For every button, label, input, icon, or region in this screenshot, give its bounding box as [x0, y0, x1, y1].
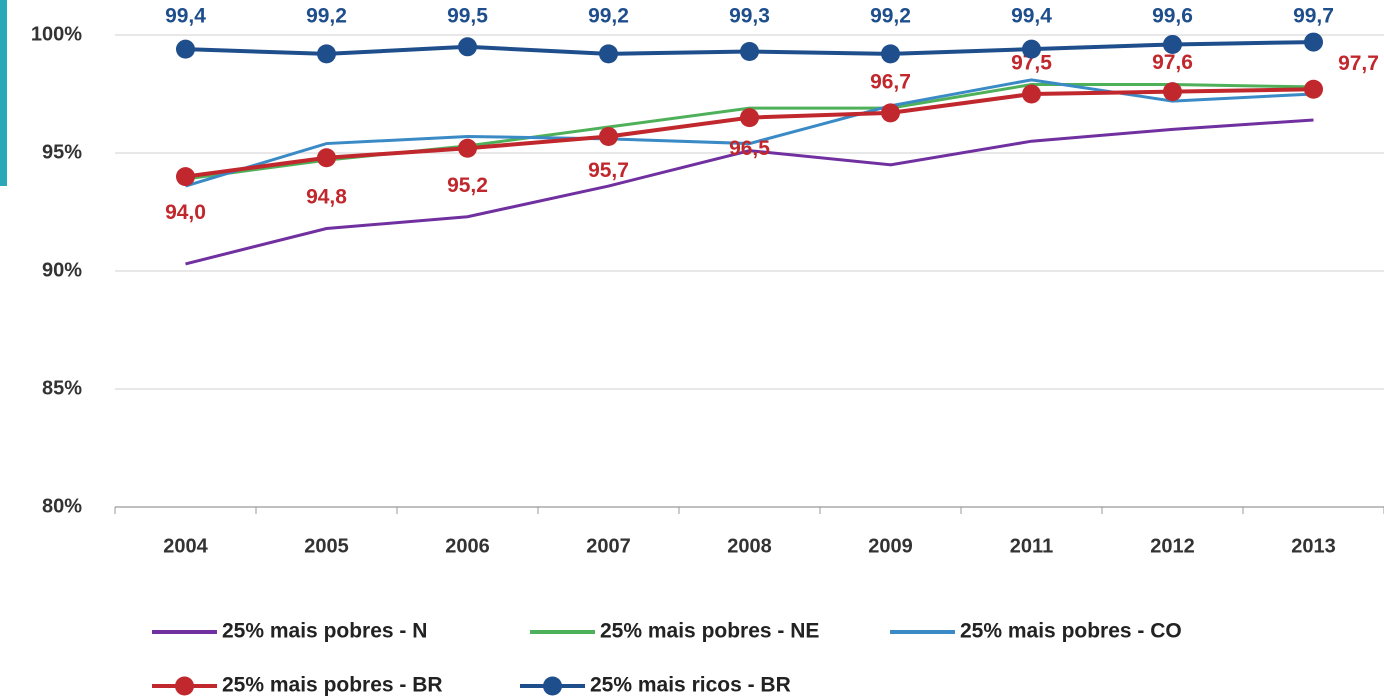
point: [458, 138, 477, 158]
series-line: [185, 118, 1314, 266]
point: [176, 167, 195, 187]
y-tick-label: 95%: [42, 141, 82, 163]
x-tick-label: 2006: [445, 535, 490, 557]
data-label: 95,2: [447, 174, 488, 197]
x-tick-label: 2012: [1150, 535, 1195, 557]
legend-label: 25% mais ricos - BR: [590, 674, 791, 697]
point: [1163, 34, 1182, 54]
data-label: 99,5: [447, 5, 488, 28]
data-label: 96,7: [870, 70, 911, 93]
data-label: 94,8: [306, 185, 347, 208]
point: [317, 44, 336, 64]
data-label: 95,7: [588, 159, 629, 182]
data-label: 99,2: [588, 5, 629, 28]
data-label: 99,4: [1011, 5, 1052, 28]
point: [599, 44, 618, 64]
side-accent: [0, 0, 7, 186]
y-tick-label: 80%: [42, 495, 82, 517]
data-label: 97,7: [1338, 52, 1379, 75]
x-tick-label: 2009: [868, 535, 913, 557]
point: [740, 42, 759, 62]
x-tick-label: 2005: [304, 535, 349, 557]
data-label: 99,6: [1152, 5, 1193, 28]
point: [599, 126, 618, 146]
point: [1022, 39, 1041, 59]
point: [881, 103, 900, 123]
y-tick-label: 85%: [42, 377, 82, 399]
data-label: 99,7: [1293, 5, 1334, 28]
point: [881, 44, 900, 64]
data-label: 99,2: [870, 5, 911, 28]
point: [740, 108, 759, 128]
x-tick-label: 2004: [163, 535, 208, 557]
y-tick-label: 100%: [31, 23, 82, 45]
point: [1304, 79, 1323, 99]
point: [1022, 84, 1041, 104]
point: [317, 148, 336, 168]
data-label: 97,5: [1011, 52, 1052, 75]
x-tick-label: 2013: [1291, 535, 1336, 557]
point: [176, 39, 195, 59]
legend-marker: [175, 676, 194, 696]
y-tick-label: 90%: [42, 259, 82, 281]
point: [1304, 32, 1323, 52]
data-label: 99,3: [729, 5, 770, 28]
x-tick-label: 2007: [586, 535, 631, 557]
data-label: 99,2: [306, 5, 347, 28]
data-label: 97,6: [1152, 51, 1193, 74]
legend-label: 25% mais pobres - BR: [222, 674, 443, 697]
x-tick-label: 2008: [727, 535, 772, 557]
point: [458, 37, 477, 57]
data-label: 96,5: [729, 137, 770, 160]
data-label: 99,4: [165, 5, 206, 28]
legend-label: 25% mais pobres - NE: [600, 620, 819, 643]
legend-marker: [543, 676, 562, 696]
legend-label: 25% mais pobres - CO: [960, 620, 1182, 643]
legend-label: 25% mais pobres - N: [222, 620, 427, 643]
data-label: 94,0: [165, 201, 206, 224]
point: [1163, 82, 1182, 102]
x-tick-label: 2011: [1010, 535, 1053, 557]
